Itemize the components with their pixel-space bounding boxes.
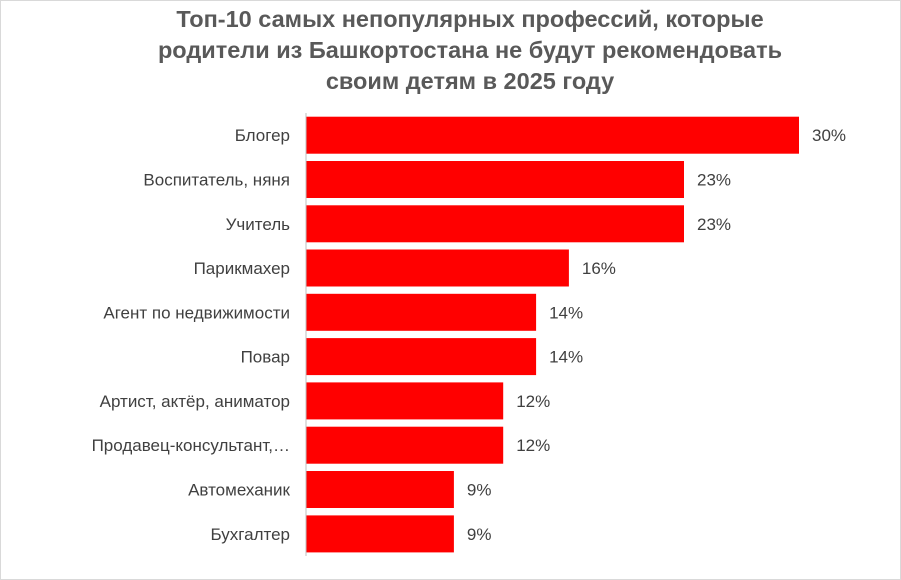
bar-4	[306, 249, 569, 287]
category-label: Артист, актёр, аниматор	[100, 392, 290, 411]
bar-9	[306, 471, 454, 508]
bars-layer: Блогер 30% Воспитатель, няня 23% Учитель 23% П…	[92, 116, 846, 553]
data-label: 23%	[697, 215, 731, 234]
category-label: Блогер	[235, 126, 290, 145]
chart-title: Топ-10 самых непопулярных профессий, кот…	[157, 6, 783, 94]
bar-10	[306, 515, 454, 553]
category-label: Воспитатель, няня	[143, 171, 290, 190]
bar-6	[306, 338, 537, 376]
category-label: Парикмахер	[194, 259, 290, 278]
data-label: 23%	[697, 171, 731, 190]
data-label: 30%	[812, 126, 846, 145]
category-label: Повар	[241, 348, 290, 367]
data-label: 14%	[549, 348, 583, 367]
bar-8	[306, 426, 504, 464]
category-label: Агент по недвижимости	[103, 303, 290, 322]
category-label: Продавец-консультант,…	[92, 436, 290, 455]
category-label: Автомеханик	[188, 481, 290, 500]
category-label: Бухгалтер	[211, 525, 291, 544]
category-label: Учитель	[226, 215, 291, 234]
bar-2	[306, 161, 684, 198]
data-label: 12%	[516, 392, 550, 411]
bar-5	[306, 293, 537, 331]
data-label: 16%	[582, 259, 616, 278]
data-label: 9%	[467, 525, 492, 544]
data-label: 14%	[549, 303, 583, 322]
data-label: 12%	[516, 436, 550, 455]
bar-7	[306, 382, 504, 420]
bar-1	[306, 116, 799, 154]
bar-3	[306, 205, 684, 243]
data-label: 9%	[467, 481, 492, 500]
